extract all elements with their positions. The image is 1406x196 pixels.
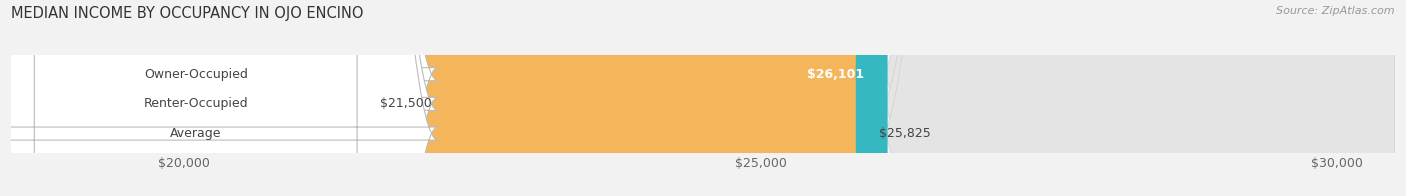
FancyBboxPatch shape — [11, 0, 887, 196]
Text: MEDIAN INCOME BY OCCUPANCY IN OJO ENCINO: MEDIAN INCOME BY OCCUPANCY IN OJO ENCINO — [11, 6, 364, 21]
Text: Owner-Occupied: Owner-Occupied — [143, 68, 247, 81]
Text: Renter-Occupied: Renter-Occupied — [143, 97, 247, 110]
FancyBboxPatch shape — [11, 0, 856, 196]
FancyBboxPatch shape — [0, 0, 530, 196]
FancyBboxPatch shape — [0, 0, 437, 196]
FancyBboxPatch shape — [0, 0, 437, 196]
FancyBboxPatch shape — [11, 0, 1395, 196]
FancyBboxPatch shape — [11, 0, 1395, 196]
Text: $26,101: $26,101 — [807, 68, 865, 81]
FancyBboxPatch shape — [0, 0, 437, 196]
Text: $25,825: $25,825 — [879, 127, 931, 140]
Text: Average: Average — [170, 127, 222, 140]
Text: Source: ZipAtlas.com: Source: ZipAtlas.com — [1277, 6, 1395, 16]
FancyBboxPatch shape — [11, 0, 1395, 196]
Text: $21,500: $21,500 — [380, 97, 432, 110]
